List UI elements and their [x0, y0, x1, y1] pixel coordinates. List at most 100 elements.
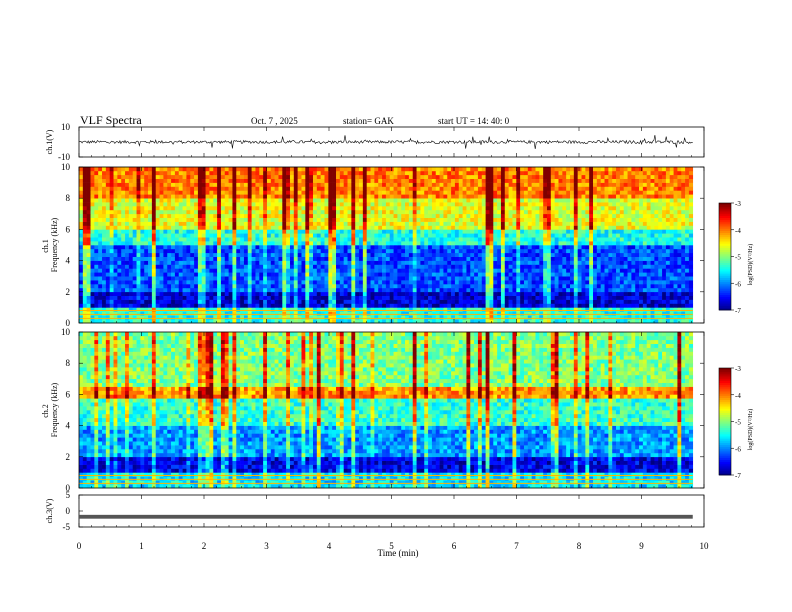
spectrogram-cell — [148, 280, 153, 285]
spectrogram-cell — [481, 284, 486, 289]
spectrogram-cell — [447, 299, 452, 304]
spectrogram-cell — [431, 276, 437, 281]
spectrogram-cell — [397, 233, 402, 238]
spectrogram-cell — [497, 311, 502, 316]
spectrogram-cell — [428, 287, 433, 293]
spectrogram-cell — [589, 252, 594, 257]
spectrogram-cell — [608, 299, 613, 304]
spectrogram-cell — [577, 264, 582, 269]
spectrogram-cell — [385, 315, 391, 320]
spectrogram-cell — [662, 248, 667, 254]
spectrogram-cell — [550, 284, 555, 289]
spectrogram-cell — [397, 303, 402, 308]
spectrogram-cell — [662, 256, 667, 261]
spectrogram-cell — [642, 217, 648, 222]
spectrogram-cell — [389, 264, 394, 269]
spectrogram-cell — [543, 287, 548, 293]
spectrogram-cell — [282, 237, 287, 242]
spectrogram-cell — [286, 225, 291, 230]
spectrogram-cell — [688, 206, 694, 211]
spectrogram-cell — [105, 221, 110, 226]
spectrogram-cell — [339, 237, 344, 242]
spectrogram-cell — [155, 241, 160, 246]
spectrogram-cell — [282, 248, 287, 254]
spectrogram-cell — [105, 264, 110, 269]
spectrogram-cell — [481, 206, 486, 211]
spectrogram-cell — [562, 291, 567, 296]
spectrogram-cell — [155, 280, 160, 285]
spectrogram-cell — [570, 209, 575, 215]
spectrogram-cell — [217, 209, 222, 215]
spectrogram-cell — [612, 291, 617, 296]
spectrogram-cell — [401, 225, 406, 230]
spectrogram-cell — [186, 252, 191, 257]
spectrogram-cell — [639, 315, 644, 320]
spectrogram-cell — [474, 295, 479, 300]
spectrogram-cell — [604, 311, 609, 316]
spectrogram-cell — [305, 280, 310, 285]
spectrogram-cell — [282, 295, 287, 300]
spectrogram-cell — [209, 307, 214, 312]
spectrogram-cell — [312, 284, 318, 289]
spectrogram-cell — [401, 307, 406, 312]
spectrogram-cell — [535, 206, 540, 211]
spectrogram-cell — [209, 225, 214, 230]
spectrogram-cell — [566, 272, 571, 277]
spectrogram-cell — [500, 311, 506, 316]
spectrogram-cell — [439, 221, 444, 226]
spectrogram-cell — [205, 252, 210, 257]
spectrogram-cell — [520, 287, 525, 293]
spectrogram-cell — [635, 291, 640, 296]
spectrogram-cell — [163, 287, 168, 293]
spectrogram-cell — [82, 264, 87, 269]
spectrogram-cell — [263, 202, 268, 207]
spectrogram-cell — [247, 209, 252, 215]
spectrogram-cell — [393, 202, 398, 207]
spectrogram-cell — [516, 280, 521, 285]
spectrogram-cell — [550, 307, 555, 312]
spectrogram-cell — [585, 229, 590, 234]
spectrogram-cell — [113, 276, 118, 281]
spectrogram-cell — [596, 311, 601, 316]
spectrogram-cell — [650, 280, 655, 285]
spectrogram-cell — [224, 291, 229, 296]
spectrogram-cell — [481, 221, 486, 226]
spectrogram-cell — [685, 287, 690, 293]
spectrogram-cell — [554, 287, 559, 293]
spectrogram-cell — [336, 268, 341, 273]
spectrogram-cell — [94, 311, 99, 316]
spectrogram-cell — [297, 291, 302, 296]
spectrogram-cell — [90, 299, 95, 304]
spectrogram-cell — [458, 237, 463, 242]
spectrogram-cell — [224, 319, 229, 324]
spectrogram-cell — [412, 311, 417, 316]
spectrogram-cell — [370, 280, 375, 285]
spectrogram-cell — [585, 225, 590, 230]
spectrogram-cell — [516, 287, 521, 293]
spectrogram-cell — [144, 256, 149, 261]
spectrogram-cell — [220, 217, 226, 222]
spectrogram-cell — [274, 272, 279, 277]
spectrogram-cell — [324, 248, 329, 254]
spectrogram-cell — [385, 225, 391, 230]
spectrogram-cell — [194, 256, 199, 261]
spectrogram-cell — [79, 202, 84, 207]
spectrogram-cell — [389, 229, 394, 234]
spectrogram-cell — [132, 256, 137, 261]
spectrogram-cell — [523, 221, 529, 226]
spectrogram-cell — [662, 217, 667, 222]
spectrogram-cell — [393, 299, 398, 304]
spectrogram-cell — [416, 280, 421, 285]
spectrogram-cell — [347, 299, 352, 304]
spectrogram-cell — [393, 229, 398, 234]
spectrogram-cell — [531, 248, 536, 254]
spectrogram-cell — [240, 284, 245, 289]
spectrogram-cell — [431, 280, 437, 285]
spectrogram-cell — [328, 276, 333, 281]
spectrogram-cell — [378, 268, 383, 273]
spectrogram-cell — [562, 217, 567, 222]
spectrogram-cell — [466, 252, 471, 257]
spectrogram-cell — [688, 260, 694, 265]
spectrogram-cell — [213, 252, 218, 257]
spectrogram-cell — [397, 225, 402, 230]
